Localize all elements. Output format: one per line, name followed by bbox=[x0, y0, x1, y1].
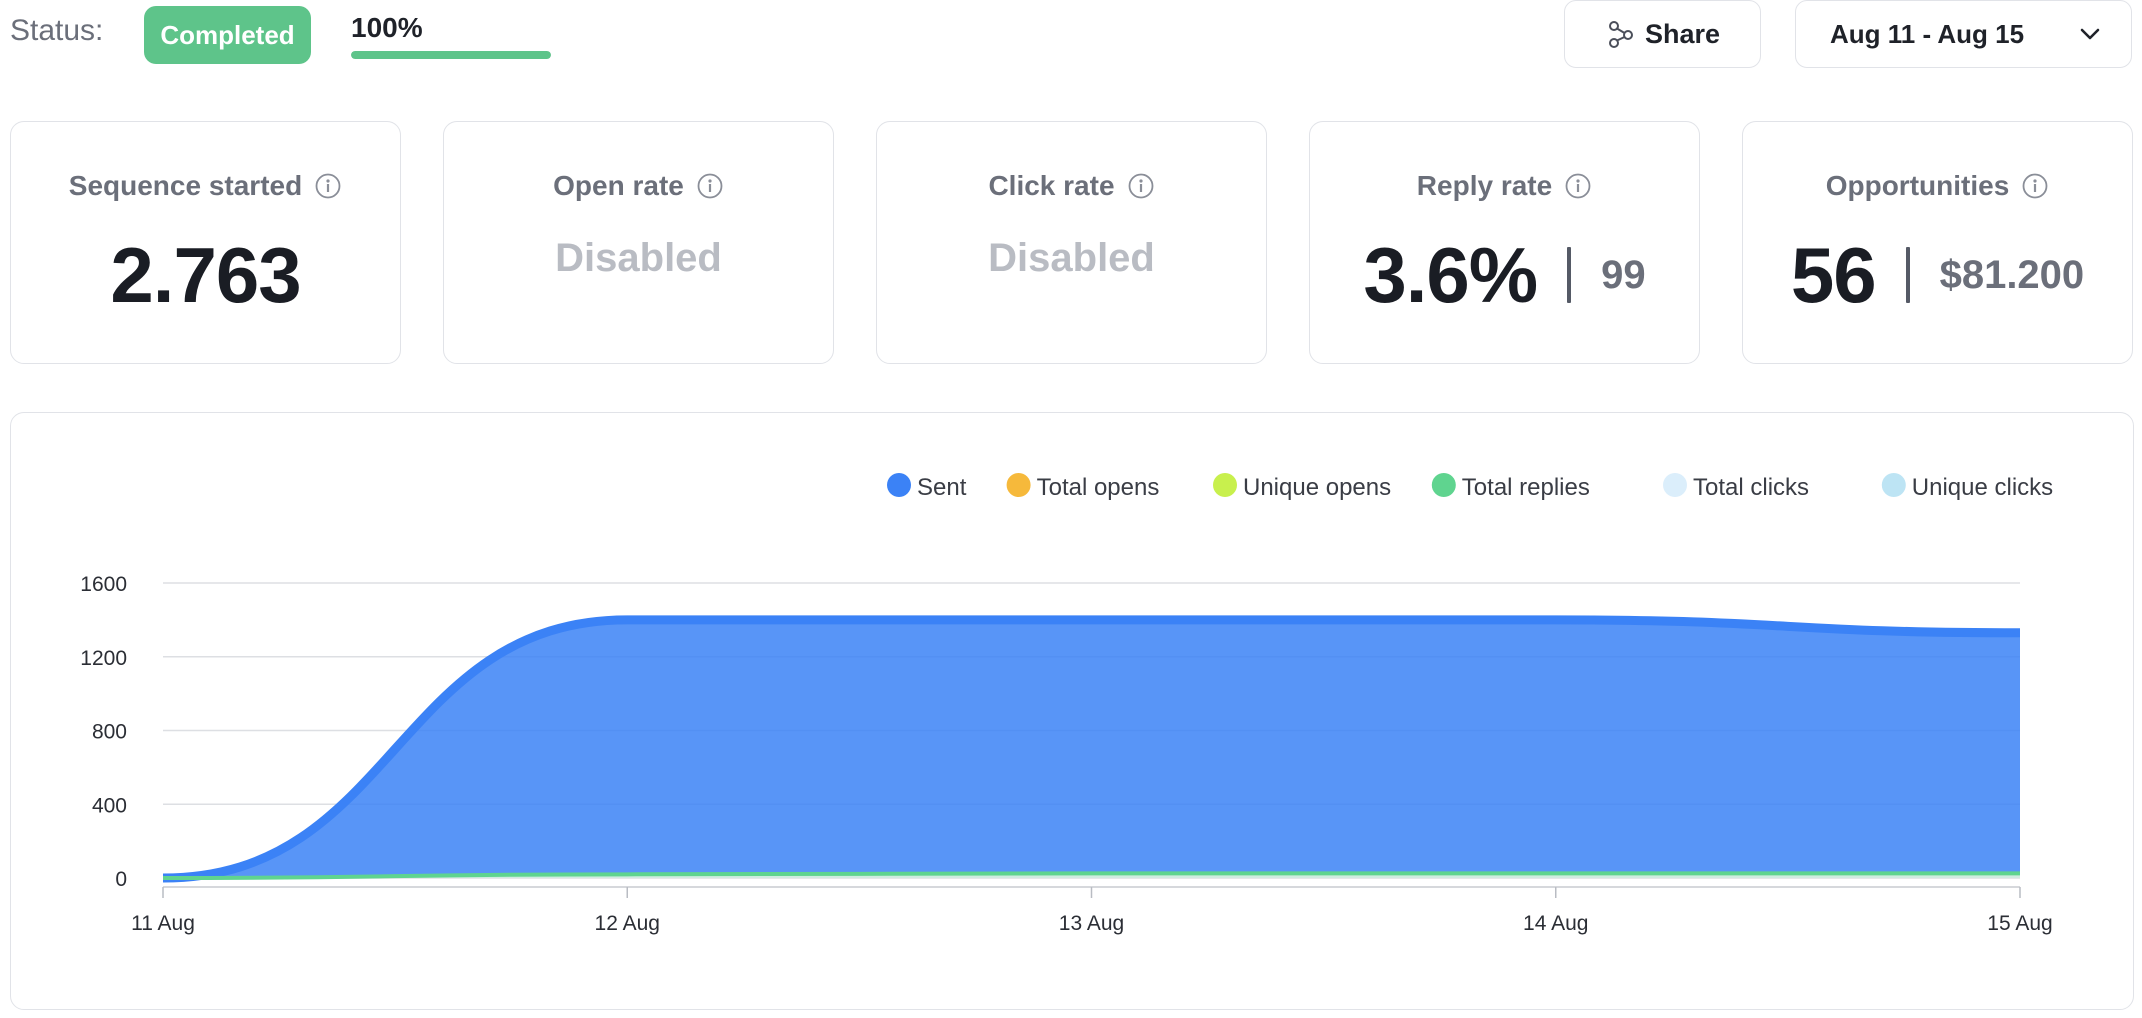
x-tick-label: 12 Aug bbox=[595, 912, 660, 935]
card-value: Disabled bbox=[555, 235, 722, 280]
card-title: Click rate bbox=[988, 170, 1115, 201]
x-tick-label: 11 Aug bbox=[131, 912, 195, 935]
y-tick-label: 0 bbox=[115, 868, 127, 891]
x-tick-label: 13 Aug bbox=[1059, 912, 1124, 935]
legend-label: Total opens bbox=[1037, 474, 1160, 501]
y-tick-label: 400 bbox=[92, 794, 127, 817]
card-title: Opportunities bbox=[1825, 170, 2010, 201]
share-icon bbox=[1605, 19, 1635, 49]
card-title: Reply rate bbox=[1416, 170, 1553, 201]
progress-bar bbox=[351, 51, 551, 59]
legend-label: Unique opens bbox=[1243, 474, 1391, 501]
series-area-sent bbox=[163, 619, 2020, 878]
y-tick-label: 1600 bbox=[80, 573, 127, 596]
card-sequence-started: Sequence started 2.763 bbox=[10, 121, 401, 364]
chart-panel: 0 400 800 1200 1600 11 Aug 12 Aug 13 Aug 14 Aug 1… bbox=[10, 412, 2134, 1010]
date-range-dropdown[interactable]: Aug 11 - Aug 15 bbox=[1795, 0, 2132, 68]
legend-swatch bbox=[1431, 473, 1456, 497]
card-opportunities: Opportunities 56 $81.200 bbox=[1742, 121, 2133, 364]
card-value: Disabled bbox=[988, 235, 1155, 280]
share-button[interactable]: Share bbox=[1564, 0, 1761, 68]
legend-item-unique-clicks[interactable]: Unique clicks bbox=[1881, 473, 2053, 501]
legend-item-total-replies[interactable]: Total replies bbox=[1431, 473, 1590, 501]
status-label: Status: bbox=[10, 14, 104, 47]
x-tick-label: 14 Aug bbox=[1523, 912, 1588, 935]
x-tick-label: 15 Aug bbox=[1987, 912, 2052, 935]
legend-item-unique-opens[interactable]: Unique opens bbox=[1213, 473, 1391, 501]
legend-item-total-clicks[interactable]: Total clicks bbox=[1663, 473, 1809, 501]
progress-bar-fill bbox=[351, 51, 551, 59]
legend-label: Total clicks bbox=[1693, 474, 1809, 501]
value-separator bbox=[1905, 247, 1910, 303]
card-secondary-value: 99 bbox=[1601, 252, 1646, 297]
y-tick-label: 800 bbox=[92, 721, 127, 744]
legend-swatch bbox=[887, 473, 911, 497]
card-click-rate: Click rate Disabled bbox=[876, 121, 1267, 364]
card-secondary-value: $81.200 bbox=[1939, 252, 2085, 297]
legend-swatch bbox=[1881, 473, 1906, 497]
card-title: Open rate bbox=[553, 170, 684, 201]
status-badge: Completed bbox=[144, 6, 311, 64]
card-value: 3.6% bbox=[1363, 230, 1538, 319]
legend-label: Total replies bbox=[1462, 474, 1590, 501]
card-reply-rate: Reply rate 3.6% 99 bbox=[1309, 121, 1700, 364]
card-title: Sequence started bbox=[68, 170, 303, 201]
date-range-label: Aug 11 - Aug 15 bbox=[1830, 18, 2025, 49]
info-icon[interactable] bbox=[696, 172, 724, 200]
series-line-total-replies bbox=[162, 871, 2020, 880]
series-line-sent bbox=[162, 615, 2021, 883]
chevron-down-icon bbox=[2077, 21, 2103, 47]
legend-item-sent[interactable]: Sent bbox=[887, 473, 967, 501]
legend-swatch bbox=[1006, 473, 1031, 497]
card-open-rate: Open rate Disabled bbox=[443, 121, 834, 364]
value-separator bbox=[1567, 247, 1572, 303]
share-label: Share bbox=[1644, 18, 1721, 49]
legend-label: Unique clicks bbox=[1912, 474, 2053, 501]
legend-item-total-opens[interactable]: Total opens bbox=[1006, 473, 1160, 501]
progress-value: 100% bbox=[351, 12, 423, 43]
info-icon[interactable] bbox=[1564, 172, 1592, 200]
info-icon[interactable] bbox=[2021, 172, 2049, 200]
info-icon[interactable] bbox=[314, 172, 342, 200]
legend-swatch bbox=[1213, 473, 1237, 497]
area-chart: 0 400 800 1200 1600 11 Aug 12 Aug 13 Aug 14 Aug 1… bbox=[80, 473, 2053, 935]
legend-swatch bbox=[1663, 473, 1687, 497]
info-icon[interactable] bbox=[1127, 172, 1155, 200]
card-value: 2.763 bbox=[110, 230, 301, 319]
y-tick-label: 1200 bbox=[80, 647, 127, 670]
legend-label: Sent bbox=[917, 474, 967, 501]
card-value: 56 bbox=[1790, 230, 1877, 319]
